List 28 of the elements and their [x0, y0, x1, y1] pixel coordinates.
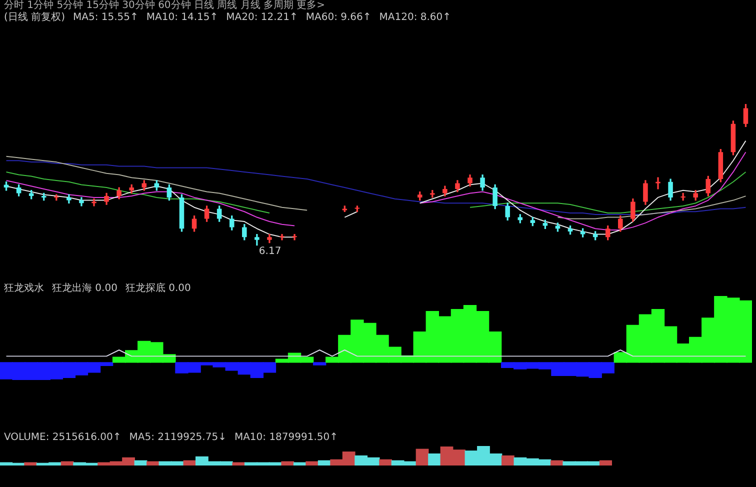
text: MA60: 9.66↑ [306, 12, 372, 23]
bar [550, 460, 564, 466]
bar [428, 453, 441, 466]
bar [599, 460, 612, 466]
bar [134, 460, 148, 466]
bar [313, 362, 326, 366]
chart-subtitle: 分时 1分钟 5分钟 15分钟 30分钟 60分钟 日线 周线 月线 多周期 更多> [4, 0, 326, 12]
text: MA10: 1879991.50↑ [234, 432, 338, 443]
bar [232, 462, 246, 466]
text: MA10: 14.15↑ [146, 12, 218, 23]
bar [416, 448, 429, 466]
bar [281, 461, 294, 466]
text: MA5: 2119925.75↓ [129, 432, 226, 443]
text: MA20: 12.21↑ [226, 12, 298, 23]
annotation: 6.17 [258, 246, 282, 258]
text: 狂龙出海 0.00 [52, 283, 118, 294]
bar [24, 462, 38, 466]
text: 狂龙探底 0.00 [125, 283, 191, 294]
bar [379, 459, 392, 466]
bar [502, 455, 514, 466]
chart-title: (日线 前复权) [4, 12, 65, 23]
text: MA5: 15.55↑ [72, 12, 138, 23]
bar [306, 461, 319, 466]
chart-title: 狂龙戏水 [4, 283, 44, 294]
text: MA120: 8.60↑ [379, 12, 452, 23]
bar [146, 461, 160, 466]
text: VOLUME: 2515616.00↑ [4, 432, 122, 443]
bar [293, 462, 306, 466]
